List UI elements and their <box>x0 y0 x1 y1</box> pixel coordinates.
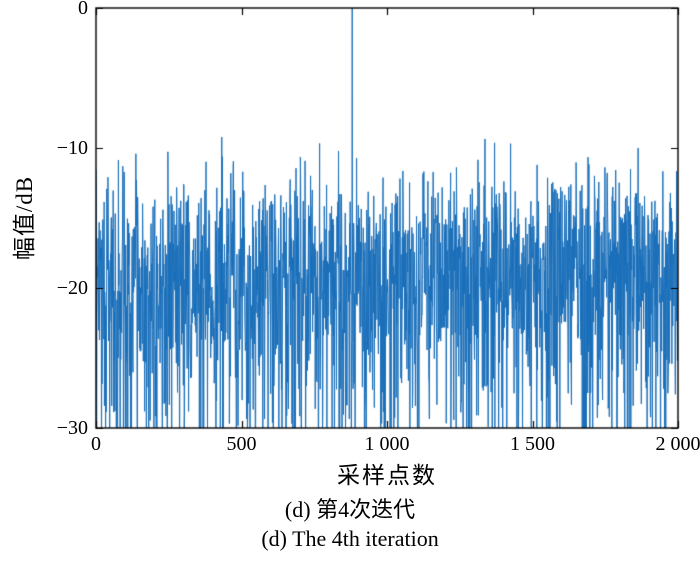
y-tick-label: −20 <box>56 277 88 299</box>
x-tick-label: 0 <box>91 433 101 455</box>
y-axis-label: 幅值/dB <box>12 175 37 261</box>
x-axis-label: 采样点数 <box>337 463 437 488</box>
caption-english: (d) The 4th iteration <box>261 526 439 551</box>
y-tick-label: −30 <box>56 417 88 439</box>
x-tick-label: 1 000 <box>364 433 410 455</box>
y-tick-label: −10 <box>56 137 88 159</box>
x-tick-label: 2 000 <box>655 433 700 455</box>
caption-chinese: (d) 第4次迭代 <box>284 497 416 522</box>
x-tick-label: 1 500 <box>510 433 555 455</box>
x-tick-label: 500 <box>226 433 257 455</box>
y-tick-label: 0 <box>78 0 88 19</box>
